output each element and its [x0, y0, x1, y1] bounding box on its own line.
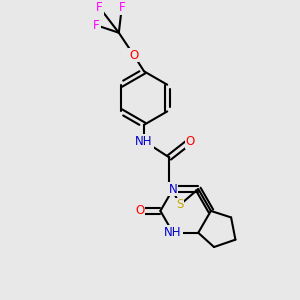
Text: NH: NH	[135, 135, 153, 148]
Text: O: O	[135, 204, 144, 218]
Text: O: O	[185, 135, 195, 148]
Text: NH: NH	[164, 226, 182, 239]
Text: F: F	[93, 19, 100, 32]
Text: S: S	[176, 199, 183, 212]
Text: F: F	[118, 1, 125, 14]
Text: F: F	[96, 1, 103, 14]
Text: O: O	[129, 49, 138, 62]
Text: N: N	[169, 183, 177, 196]
